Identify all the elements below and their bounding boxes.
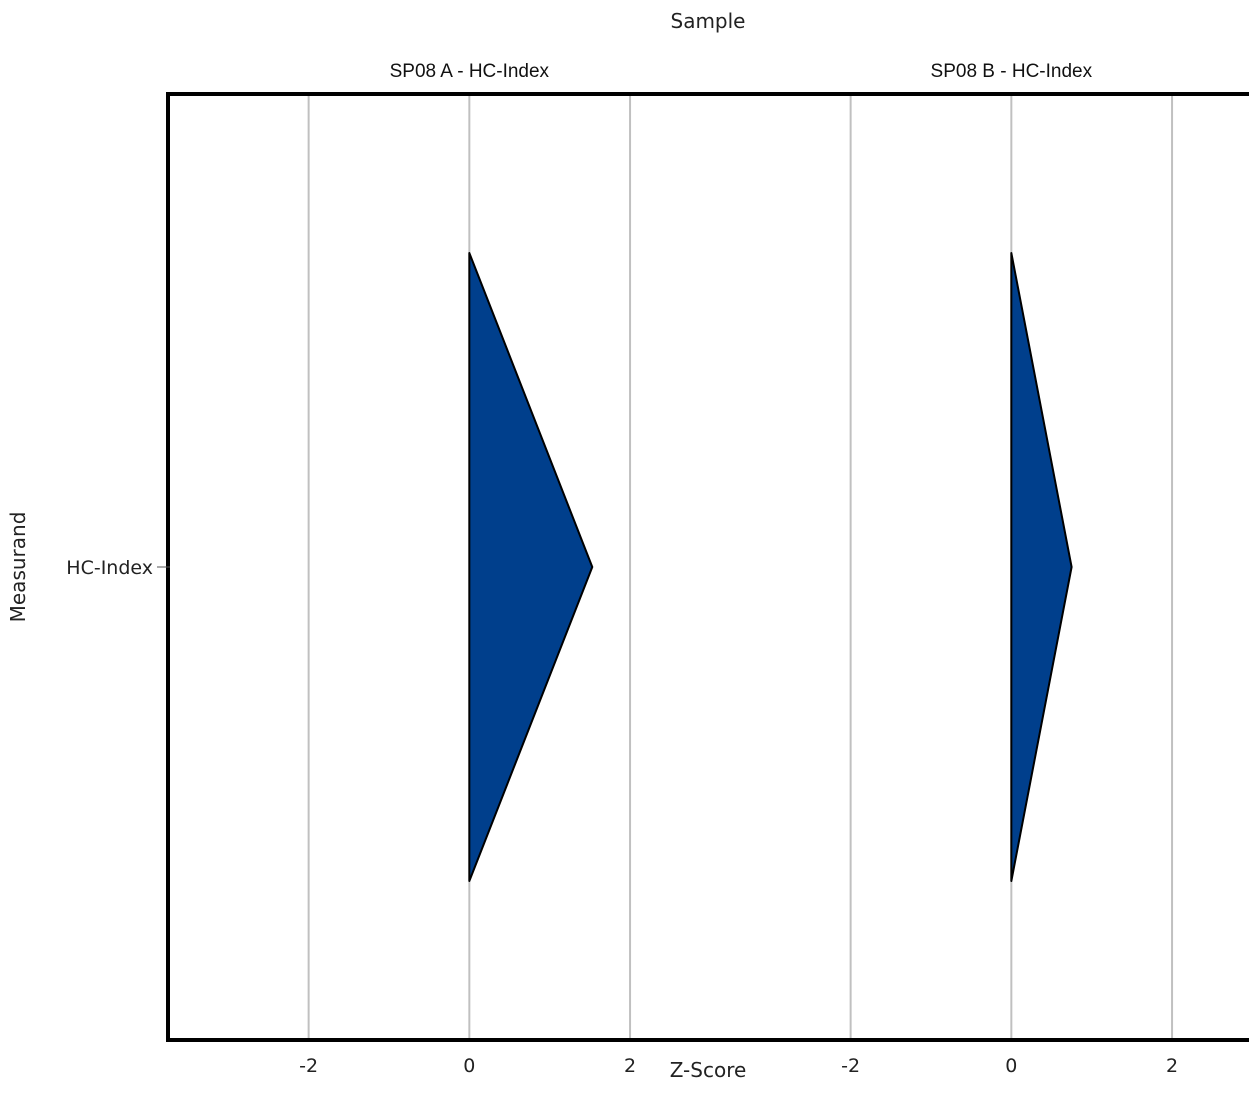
x-axis-label: Z-Score bbox=[670, 1058, 747, 1082]
plot-frame bbox=[166, 92, 1249, 1042]
facet-label: SP08 A - HC-Index bbox=[390, 61, 550, 82]
y-axis-label: Measurand bbox=[6, 512, 30, 623]
y-tick-label: HC-Index bbox=[66, 557, 153, 579]
facet-label: SP08 B - HC-Index bbox=[931, 61, 1093, 82]
x-tick-label: -2 bbox=[299, 1055, 318, 1077]
x-tick-label: 2 bbox=[624, 1055, 636, 1077]
z-score-mark bbox=[1010, 252, 1073, 882]
facet-labels: SP08 A - HC-Index SP08 B - HC-Index bbox=[390, 61, 1093, 82]
chart-title: Sample bbox=[671, 9, 746, 33]
x-tick-label: -2 bbox=[841, 1055, 860, 1077]
x-tick-labels: -2 0 2 -2 0 2 bbox=[299, 1055, 1178, 1077]
data-marks bbox=[468, 252, 1073, 882]
z-score-mark bbox=[468, 252, 594, 882]
x-tick-label: 2 bbox=[1166, 1055, 1178, 1077]
x-tick-label: 0 bbox=[1005, 1055, 1017, 1077]
x-tick-label: 0 bbox=[463, 1055, 475, 1077]
